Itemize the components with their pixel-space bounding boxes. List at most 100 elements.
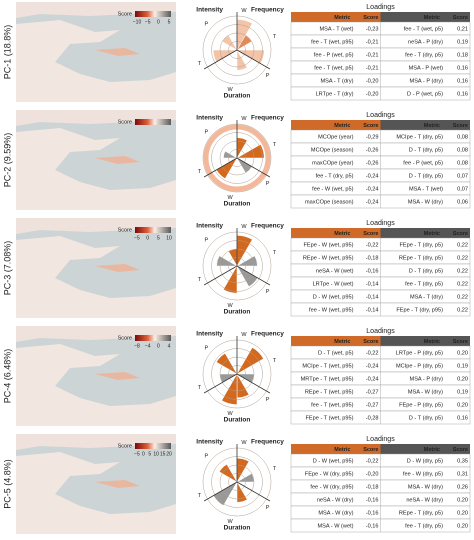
table-score: -0,27 bbox=[366, 389, 379, 395]
table-metric: fee - W (dry, p5) bbox=[403, 471, 443, 477]
table-score: -0,24 bbox=[366, 186, 379, 192]
table-metric: MCIpe - P (dry, p5) bbox=[396, 363, 443, 369]
rose-spoke-label: W bbox=[227, 303, 233, 309]
rose-axis bbox=[236, 157, 271, 178]
table-score: 0,08 bbox=[457, 160, 468, 166]
table-score: -0,24 bbox=[366, 199, 379, 205]
table-score: 0,08 bbox=[457, 147, 468, 153]
table-metric: fee - T (dry, p5) bbox=[405, 281, 443, 287]
table-metric: neSA - W (dry) bbox=[317, 497, 354, 503]
rose-spoke-label: P bbox=[205, 22, 209, 28]
table-score: 0,22 bbox=[457, 268, 468, 274]
rose-spoke-label: T bbox=[198, 493, 202, 499]
rose-label: Intensity bbox=[196, 439, 223, 446]
rose-wedge bbox=[236, 144, 265, 159]
rose-spoke-label: W bbox=[227, 87, 233, 93]
table-metric: fee - T (wet, p95) bbox=[311, 39, 354, 45]
table-metric: MCIpe - T (dry, p5) bbox=[396, 134, 443, 140]
table-score: 0,16 bbox=[457, 91, 468, 97]
table-header-text: Metric bbox=[334, 15, 350, 21]
island bbox=[95, 264, 140, 272]
table-header bbox=[291, 120, 381, 130]
table-header-text: Score bbox=[453, 447, 468, 453]
colorbar-tick: −4 bbox=[145, 343, 151, 349]
colorbar-tick: −10 bbox=[133, 19, 142, 25]
rose-label: Duration bbox=[224, 201, 251, 208]
table-metric: MSA - W (dry) bbox=[408, 199, 443, 205]
table-title: Loadings bbox=[366, 4, 395, 11]
rose-label: Intensity bbox=[196, 331, 223, 338]
table-metric: fee - P (wet, p5) bbox=[314, 52, 354, 58]
colorbar-tick: 10 bbox=[153, 451, 159, 457]
table-metric: neSA - W (wet) bbox=[316, 268, 354, 274]
table-metric: D - W (wet, p95) bbox=[313, 458, 354, 464]
table-metric: D - T (wet, p5) bbox=[318, 350, 354, 356]
table-title: Loadings bbox=[366, 112, 395, 119]
table-metric: FEpe - P (dry, p5) bbox=[399, 402, 443, 408]
table-metric: D - T (dry, p5) bbox=[409, 415, 443, 421]
table-metric: FEpe - T (wet, p95) bbox=[306, 415, 354, 421]
island bbox=[95, 480, 140, 488]
table-score: 0,22 bbox=[457, 242, 468, 248]
table-metric: LRTpe - P (dry, p5) bbox=[396, 350, 443, 356]
table-score: -0,18 bbox=[366, 255, 379, 261]
table-score: 0,20 bbox=[457, 497, 468, 503]
rose-spoke-label: W bbox=[227, 411, 233, 417]
table-title: Loadings bbox=[366, 220, 395, 227]
land bbox=[16, 236, 176, 318]
colorbar-tick: 5 bbox=[148, 451, 151, 457]
table-header-text: Score bbox=[363, 231, 378, 237]
table-score: -0,14 bbox=[366, 294, 379, 300]
colorbar-tick: 15 bbox=[160, 451, 166, 457]
table-title: Loadings bbox=[366, 328, 395, 335]
table-metric: fee - T (dry, p5) bbox=[405, 523, 443, 529]
table-score: 0,35 bbox=[457, 458, 468, 464]
table-score: -0,26 bbox=[366, 147, 379, 153]
land bbox=[16, 326, 176, 342]
table-metric: D - T (dry, p5) bbox=[409, 147, 443, 153]
rose-spoke-label: T bbox=[198, 61, 202, 67]
table-score: 0,22 bbox=[457, 307, 468, 313]
table-metric: FEpe - W (wet, p95) bbox=[303, 242, 353, 248]
table-score: -0,16 bbox=[366, 523, 379, 529]
rose-label: Intensity bbox=[196, 115, 223, 122]
table-score: 0,22 bbox=[457, 281, 468, 287]
rose-label: Duration bbox=[224, 309, 251, 316]
land bbox=[16, 344, 176, 426]
table-metric: maxCOpe (season) bbox=[305, 199, 354, 205]
table-header-text: Metric bbox=[334, 123, 350, 129]
rose-spoke-label: T bbox=[273, 466, 277, 472]
rose-spoke-label: P bbox=[266, 289, 270, 295]
table-score: -0,14 bbox=[366, 281, 379, 287]
table-header bbox=[380, 444, 470, 454]
table-metric: fee - T (wet, p95) bbox=[311, 402, 354, 408]
table-metric: FEpe - T (dry, p5) bbox=[399, 242, 443, 248]
table-header-text: Metric bbox=[424, 15, 440, 21]
table-metric: MSA - T (dry) bbox=[320, 78, 353, 84]
rose-spoke-label: P bbox=[266, 397, 270, 403]
table-header-text: Score bbox=[363, 339, 378, 345]
rose-spoke-label: W bbox=[241, 224, 247, 230]
rose-spoke-label: P bbox=[205, 130, 209, 136]
panel: PC-2 (9.59%) Score W T P W T P Intensity Frequenc… bbox=[2, 110, 471, 210]
table-metric: fee - T (dry, p5) bbox=[316, 173, 354, 179]
table-score: 0,19 bbox=[457, 363, 468, 369]
colorbar-tick: 20 bbox=[166, 451, 172, 457]
table-score: 0,20 bbox=[457, 510, 468, 516]
rose-axis bbox=[203, 481, 238, 502]
table-score: 0,22 bbox=[457, 294, 468, 300]
table-metric: fee - T (wet, p5) bbox=[314, 65, 353, 71]
table-header-text: Score bbox=[453, 339, 468, 345]
rose-spoke-label: W bbox=[227, 519, 233, 525]
panel-label: PC-3 (7.08%) bbox=[2, 241, 12, 296]
table-header bbox=[380, 12, 470, 22]
panel: PC-5 (4.8%)Score−5 0 5 10 15 20WTPWTPIntensit… bbox=[2, 434, 471, 534]
rose-axis bbox=[236, 373, 271, 394]
table-metric: D - T (dry, p5) bbox=[409, 268, 443, 274]
table-metric: fee - W (wet, p95) bbox=[309, 307, 354, 313]
table-header-text: Metric bbox=[424, 339, 440, 345]
colorbar-tick: 5 bbox=[168, 19, 171, 25]
rose-wedge bbox=[236, 347, 264, 375]
table-header bbox=[380, 228, 470, 238]
rose-wedge bbox=[223, 265, 238, 294]
